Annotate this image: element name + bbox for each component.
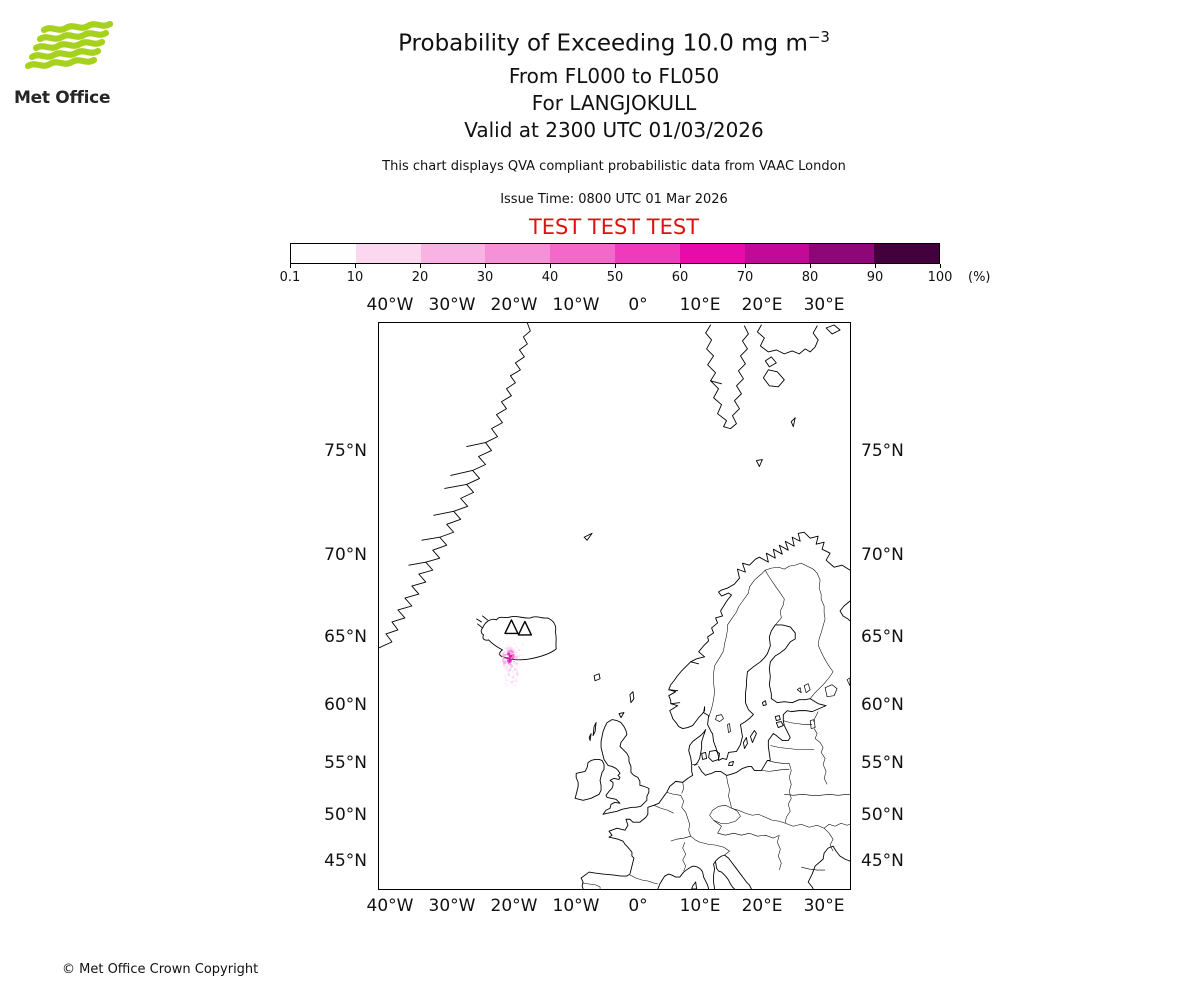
- lon-label-top: 40°W: [366, 295, 414, 315]
- lon-label-top: 0°: [628, 295, 648, 315]
- colorbar-tick-label: 40: [541, 270, 559, 285]
- met-office-logo-mark: [24, 20, 114, 70]
- lon-label-bottom: 20°E: [741, 896, 783, 916]
- colorbar-tickmark: [420, 264, 421, 268]
- lon-label-bottom: 30°W: [428, 896, 476, 916]
- met-office-wordmark: Met Office: [14, 88, 111, 108]
- colorbar-tickmark: [290, 264, 291, 268]
- lat-label-left: 50°N: [324, 805, 367, 825]
- colorbar-tick-label: 70: [736, 270, 754, 285]
- colorbar-segment: [679, 244, 745, 263]
- ash-plume: [496, 641, 524, 687]
- map-frame: [378, 322, 851, 890]
- lon-label-top: 20°W: [490, 295, 538, 315]
- lat-label-left: 65°N: [324, 627, 367, 647]
- colorbar-tick-label: 100: [927, 270, 953, 285]
- colorbar-unit-label: (%): [968, 270, 991, 285]
- colorbar-tick-label: 30: [476, 270, 494, 285]
- coastlines: [379, 323, 850, 889]
- colorbar-segment: [291, 244, 356, 263]
- colorbar-tickmark: [680, 264, 681, 268]
- lat-label-left: 70°N: [324, 545, 367, 565]
- country-borders: [582, 562, 850, 889]
- lon-label-top: 20°E: [741, 295, 783, 315]
- colorbar-ticks: 0.1 10 20 30 40 50 60 70 80 90 100: [280, 264, 952, 296]
- lat-label-right: 45°N: [861, 851, 904, 871]
- colorbar-tick-label: 20: [411, 270, 429, 285]
- colorbar-tick-label: 90: [866, 270, 884, 285]
- chart-title-exponent: −3: [807, 28, 830, 46]
- lon-label-bottom: 10°E: [679, 896, 721, 916]
- colorbar-tick-label: 50: [606, 270, 624, 285]
- colorbar-segment: [550, 244, 615, 263]
- lat-label-left: 55°N: [324, 753, 367, 773]
- test-banner: TEST TEST TEST: [528, 215, 700, 239]
- colorbar-tickmark: [745, 264, 746, 268]
- colorbar-segment: [874, 244, 939, 263]
- copyright-text: © Met Office Crown Copyright: [62, 962, 259, 977]
- lat-label-left: 75°N: [324, 441, 367, 461]
- colorbar-segment: [809, 244, 875, 263]
- lon-label-bottom: 0°: [628, 896, 648, 916]
- volcano-markers: [504, 619, 533, 636]
- met-office-logo: Met Office: [14, 18, 124, 108]
- lon-label-top: 30°W: [428, 295, 476, 315]
- issue-time: Issue Time: 0800 UTC 01 Mar 2026: [500, 192, 728, 207]
- lon-label-top: 10°E: [679, 295, 721, 315]
- colorbar-segment: [614, 244, 680, 263]
- colorbar-tickmark: [355, 264, 356, 268]
- colorbar-segment: [485, 244, 551, 263]
- colorbar-segment: [420, 244, 486, 263]
- colorbar-segment: [355, 244, 421, 263]
- lat-label-right: 55°N: [861, 753, 904, 773]
- lat-label-right: 50°N: [861, 805, 904, 825]
- colorbar-gradient: [290, 243, 940, 264]
- map-canvas: [379, 323, 850, 889]
- lat-label-left: 45°N: [324, 851, 367, 871]
- lat-label-right: 75°N: [861, 441, 904, 461]
- colorbar-tickmark: [485, 264, 486, 268]
- lat-label-right: 65°N: [861, 627, 904, 647]
- lon-label-top: 30°E: [803, 295, 845, 315]
- logo-waves: [24, 20, 114, 70]
- lat-label-right: 70°N: [861, 545, 904, 565]
- volcano-triangle-icon: [504, 619, 519, 635]
- colorbar-tickmark: [810, 264, 811, 268]
- colorbar-tickmark: [550, 264, 551, 268]
- lon-label-bottom: 40°W: [366, 896, 414, 916]
- colorbar-tick-label: 60: [671, 270, 689, 285]
- lon-label-bottom: 30°E: [803, 896, 845, 916]
- colorbar-tickmark: [615, 264, 616, 268]
- qva-compliance-note: This chart displays QVA compliant probab…: [382, 159, 846, 174]
- lat-label-left: 60°N: [324, 695, 367, 715]
- volcano-name: For LANGJOKULL: [531, 91, 697, 115]
- colorbar-tickmark: [940, 264, 941, 268]
- colorbar-tick-label: 80: [801, 270, 819, 285]
- lakes: [715, 677, 850, 733]
- lon-label-top: 10°W: [552, 295, 600, 315]
- chart-title: Probability of Exceeding 10.0 mg m−3: [28, 28, 1200, 57]
- chart-title-text: Probability of Exceeding 10.0 mg m: [398, 30, 808, 57]
- colorbar-tick-label: 0.1: [279, 270, 301, 285]
- volcano-triangle-icon: [517, 620, 533, 636]
- valid-time: Valid at 2300 UTC 01/03/2026: [464, 118, 764, 142]
- flight-level-range: From FL000 to FL050: [508, 64, 720, 88]
- lon-label-bottom: 20°W: [490, 896, 538, 916]
- lon-label-bottom: 10°W: [552, 896, 600, 916]
- colorbar: 0.1 10 20 30 40 50 60 70 80 90 100 (%): [280, 243, 991, 285]
- lat-label-right: 60°N: [861, 695, 904, 715]
- colorbar-segment: [744, 244, 810, 263]
- colorbar-tickmark: [875, 264, 876, 268]
- colorbar-tick-label: 10: [346, 270, 364, 285]
